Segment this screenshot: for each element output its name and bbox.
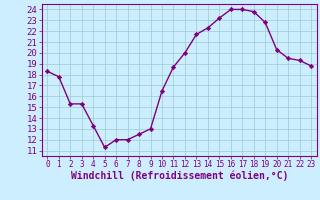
X-axis label: Windchill (Refroidissement éolien,°C): Windchill (Refroidissement éolien,°C) (70, 171, 288, 181)
